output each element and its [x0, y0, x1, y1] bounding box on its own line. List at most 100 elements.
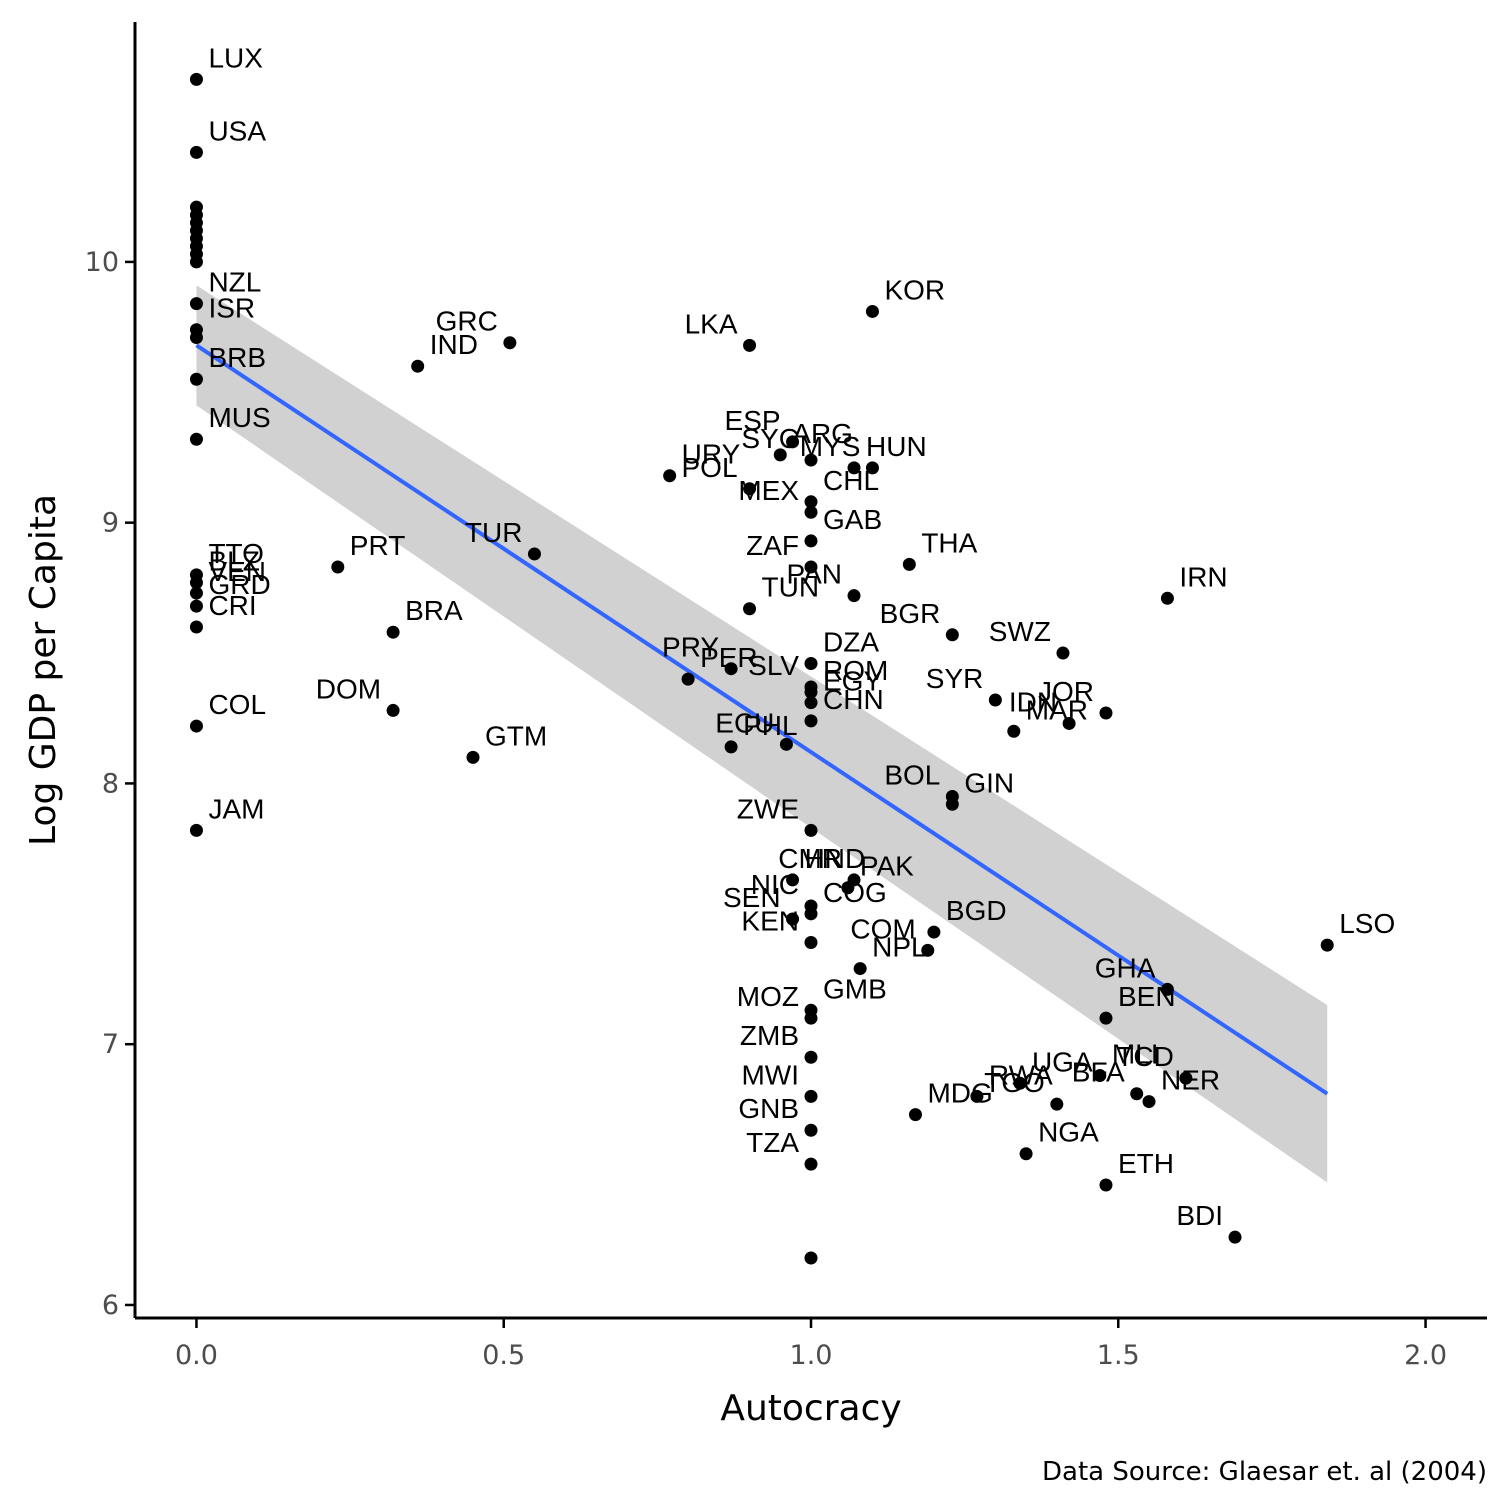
- point-label: IDN: [1009, 686, 1057, 717]
- data-point: [743, 338, 757, 352]
- point-label: PRT: [350, 530, 406, 561]
- point-label: HUN: [866, 431, 927, 462]
- y-axis-title: Log GDP per Capita: [23, 494, 64, 846]
- data-point: [945, 628, 959, 642]
- data-point: [970, 1089, 984, 1103]
- point-label: BEN: [1118, 981, 1176, 1012]
- point-label: GHA: [1095, 952, 1156, 983]
- point-label: LKA: [685, 308, 738, 339]
- data-point: [1019, 1147, 1033, 1161]
- data-point: [865, 461, 879, 475]
- data-point: [1130, 1087, 1144, 1101]
- data-point: [663, 469, 677, 483]
- point-label: URY: [682, 439, 741, 470]
- point-label: IRN: [1179, 561, 1227, 592]
- data-point: [386, 703, 400, 717]
- point-label: GIN: [964, 767, 1014, 798]
- data-point: [804, 696, 818, 710]
- point-label: RWA: [989, 1059, 1053, 1090]
- point-label: MYS: [800, 431, 861, 462]
- data-point: [804, 685, 818, 699]
- point-label: PHL: [743, 710, 797, 741]
- point-label: MLI: [1112, 1038, 1159, 1069]
- point-label: LUX: [208, 42, 263, 73]
- data-point: [847, 461, 861, 475]
- data-point: [189, 432, 203, 446]
- point-label: JOR: [1038, 676, 1094, 707]
- point-label: ZMB: [740, 1020, 799, 1051]
- point-label: DZA: [823, 626, 879, 657]
- data-point: [1007, 724, 1021, 738]
- point-label: BRA: [405, 595, 463, 626]
- data-point: [988, 693, 1002, 707]
- ticks-layer: 0.0 0.5 1.0 1.5 2.0 6 7 8 9 10: [85, 247, 1447, 1371]
- y-tick-label: 10: [85, 247, 119, 278]
- data-point: [945, 797, 959, 811]
- x-tick-label: 0.5: [482, 1340, 525, 1371]
- data-point: [804, 1089, 818, 1103]
- x-tick-label: 1.0: [790, 1340, 833, 1371]
- data-point: [804, 560, 818, 574]
- data-point: [1093, 1068, 1107, 1082]
- data-point: [527, 547, 541, 561]
- point-label: KEN: [741, 905, 799, 936]
- point-label: GTM: [485, 720, 547, 751]
- x-axis-title: Autocracy: [720, 1388, 901, 1429]
- point-label: HND: [805, 843, 866, 874]
- data-point: [804, 823, 818, 837]
- data-point: [189, 72, 203, 86]
- data-point: [1099, 1011, 1113, 1025]
- data-point: [786, 912, 800, 926]
- data-point: [466, 750, 480, 764]
- data-point: [847, 589, 861, 603]
- point-label: ECU: [715, 707, 774, 738]
- point-label: POL: [682, 452, 738, 483]
- point-label: MOZ: [737, 981, 799, 1012]
- data-point: [503, 336, 517, 350]
- y-tick-label: 8: [102, 768, 119, 799]
- data-point: [1099, 1178, 1113, 1192]
- data-point: [841, 881, 855, 895]
- data-point: [786, 435, 800, 449]
- point-label: UGA: [1032, 1046, 1093, 1077]
- data-point: [804, 1157, 818, 1171]
- point-label: SEN: [723, 882, 781, 913]
- data-point: [189, 255, 203, 269]
- regression-line: [195, 343, 1329, 1096]
- y-tick-label: 7: [102, 1029, 119, 1060]
- data-point: [189, 576, 203, 590]
- y-tick-label: 6: [102, 1290, 119, 1321]
- point-label: COG: [823, 877, 887, 908]
- x-tick-label: 0.0: [175, 1340, 218, 1371]
- point-label: BFA: [1072, 1057, 1125, 1088]
- data-point: [1056, 646, 1070, 660]
- data-point: [189, 823, 203, 837]
- point-label: GAB: [823, 504, 882, 535]
- point-label: MDG: [927, 1078, 992, 1109]
- point-label: ROM: [823, 655, 888, 686]
- data-point: [804, 453, 818, 467]
- point-label: COL: [208, 689, 266, 720]
- data-point: [189, 620, 203, 634]
- data-point: [681, 672, 695, 686]
- data-point: [189, 331, 203, 345]
- point-label: SYC: [741, 423, 799, 454]
- data-point: [779, 737, 793, 751]
- point-label: ESP: [725, 405, 781, 436]
- point-label: NZL: [208, 267, 261, 298]
- point-label: GRC: [436, 306, 498, 337]
- point-label: USA: [208, 115, 266, 146]
- data-point: [411, 359, 425, 373]
- point-label: PER: [700, 642, 758, 673]
- point-label: SYR: [926, 663, 984, 694]
- point-label: GMB: [823, 973, 887, 1004]
- point-label: TCD: [1116, 1041, 1174, 1072]
- data-point: [804, 1011, 818, 1025]
- point-label: PAN: [787, 559, 843, 590]
- point-label: GNB: [738, 1093, 799, 1124]
- point-label: ZWE: [737, 793, 799, 824]
- data-point: [1160, 591, 1174, 605]
- data-point: [804, 656, 818, 670]
